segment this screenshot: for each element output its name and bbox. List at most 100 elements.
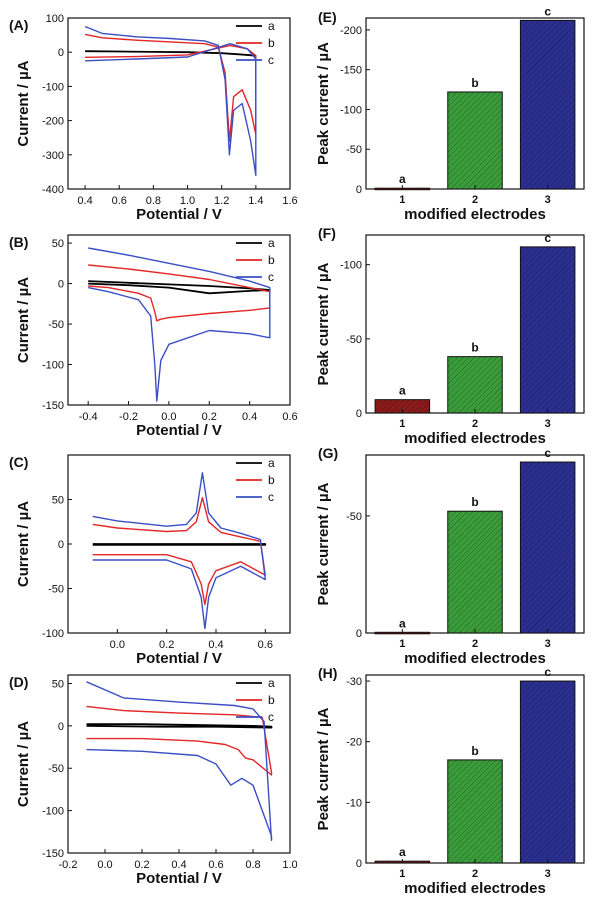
series-line-a (88, 280, 271, 295)
x-tick-label: 3 (545, 868, 551, 880)
x-tick-label: 1.2 (214, 195, 229, 207)
plot-frame (67, 234, 291, 406)
y-axis-label: Peak current / µA (315, 42, 332, 165)
x-tick-label: 0.8 (245, 859, 260, 871)
x-tick-label: 2 (472, 194, 478, 206)
x-tick-label: 0.0 (161, 411, 176, 423)
panel-a: (A) Current / µA Potential / V 100 0 -100 -200… (9, 13, 298, 223)
bar-2 (447, 356, 503, 414)
y-tick-label: 0 (58, 539, 64, 551)
y-tick-label: -150 (42, 848, 64, 860)
panel-h: (H) Peak current / µA modified electrodes 0… (315, 665, 585, 897)
x-tick-label: 0.2 (134, 859, 149, 871)
x-tick-label: 1 (399, 638, 405, 650)
bar-label-c: c (544, 665, 551, 679)
bar-label-a: a (399, 616, 406, 630)
y-tick-label: 0 (58, 279, 64, 291)
y-tick-label: -20 (346, 737, 362, 749)
x-tick-label: 0.4 (171, 859, 186, 871)
x-tick-label: 1 (399, 418, 405, 430)
y-tick-label: -200 (340, 25, 362, 37)
y-tick-label: -100 (340, 260, 362, 272)
y-tick-label: -30 (346, 676, 362, 688)
x-axis-label: modified electrodes (404, 880, 546, 897)
x-tick-label: 1 (399, 194, 405, 206)
series-line-c (92, 472, 266, 630)
panel-label: (F) (318, 225, 336, 241)
y-tick-label: -50 (346, 334, 362, 346)
panel-label: (D) (9, 674, 28, 690)
legend-label-c: c (268, 710, 274, 724)
series-line-c (84, 25, 257, 177)
panel-d: (D) Current / µA Potential / V 50 0 -50 -100 -1… (9, 674, 298, 887)
bar-label-b: b (471, 341, 478, 355)
x-tick-label: -0.2 (59, 859, 78, 871)
legend-label-a: a (268, 236, 275, 250)
series-line-b (88, 264, 271, 322)
y-tick-label: -50 (48, 584, 64, 596)
panel-label: (C) (9, 454, 28, 470)
y-tick-label: -200 (42, 116, 64, 128)
x-tick-label: 0.4 (242, 411, 257, 423)
panel-label: (G) (318, 445, 338, 461)
x-axis-label: Potential / V (136, 422, 222, 439)
legend-label-a: a (268, 676, 275, 690)
legend-label-b: b (268, 36, 275, 50)
x-axis-label: Potential / V (136, 206, 222, 223)
x-tick-label: 0.6 (112, 195, 127, 207)
y-tick-label: 0 (58, 47, 64, 59)
bar-label-a: a (399, 845, 406, 859)
y-axis-label: Current / µA (15, 501, 32, 587)
bar-label-c: c (544, 231, 551, 245)
x-tick-label: 0.6 (258, 639, 273, 651)
y-tick-label: -150 (340, 65, 362, 77)
x-tick-label: 0.2 (159, 639, 174, 651)
series-line-b (84, 33, 257, 142)
y-tick-label: -50 (48, 763, 64, 775)
y-tick-label: -100 (42, 628, 64, 640)
y-axis-label: Peak current / µA (315, 482, 332, 605)
series-line-a (85, 50, 256, 57)
y-axis-label: Current / µA (15, 60, 32, 146)
y-tick-label: 0 (58, 721, 64, 733)
panel-label: (A) (9, 17, 28, 33)
x-tick-label: 0.6 (282, 411, 297, 423)
x-tick-label: -0.4 (79, 411, 98, 423)
x-tick-label: 1.6 (282, 195, 297, 207)
y-tick-label: -300 (42, 150, 64, 162)
x-tick-label: 3 (545, 418, 551, 430)
y-tick-label: -400 (42, 184, 64, 196)
y-tick-label: 0 (356, 628, 362, 640)
x-tick-label: 2 (472, 418, 478, 430)
y-tick-label: -10 (346, 797, 362, 809)
x-tick-label: 2 (472, 638, 478, 650)
panel-c: (C) Current / µA Potential / V 50 0 -50 -100 0.… (9, 454, 291, 667)
legend-label-c: c (268, 270, 274, 284)
bar-3 (519, 19, 576, 190)
x-tick-label: 0.6 (208, 859, 223, 871)
bar-label-c: c (544, 4, 551, 18)
panel-label: (B) (9, 234, 28, 250)
panel-f: (F) Peak current / µA modified electrodes 0… (315, 225, 585, 447)
x-axis-label: Potential / V (136, 650, 222, 667)
y-tick-label: -100 (42, 81, 64, 93)
legend-label-a: a (268, 19, 275, 33)
y-axis-label: Current / µA (15, 721, 32, 807)
series-line-c (86, 681, 273, 841)
x-axis-label: modified electrodes (404, 206, 546, 223)
y-tick-label: 0 (356, 858, 362, 870)
x-tick-label: -0.2 (119, 411, 138, 423)
y-tick-label: -50 (346, 144, 362, 156)
legend-label-c: c (268, 53, 274, 67)
y-tick-label: 0 (356, 408, 362, 420)
x-tick-label: 0.0 (110, 639, 125, 651)
y-tick-label: -150 (42, 400, 64, 412)
bar-label-a: a (399, 172, 406, 186)
x-tick-label: 0.4 (77, 195, 92, 207)
bar-label-c: c (544, 446, 551, 460)
bar-2 (447, 759, 503, 864)
legend-label-b: b (268, 473, 275, 487)
legend-label-c: c (268, 490, 274, 504)
series-line-a (86, 723, 273, 729)
y-tick-label: -100 (340, 104, 362, 116)
